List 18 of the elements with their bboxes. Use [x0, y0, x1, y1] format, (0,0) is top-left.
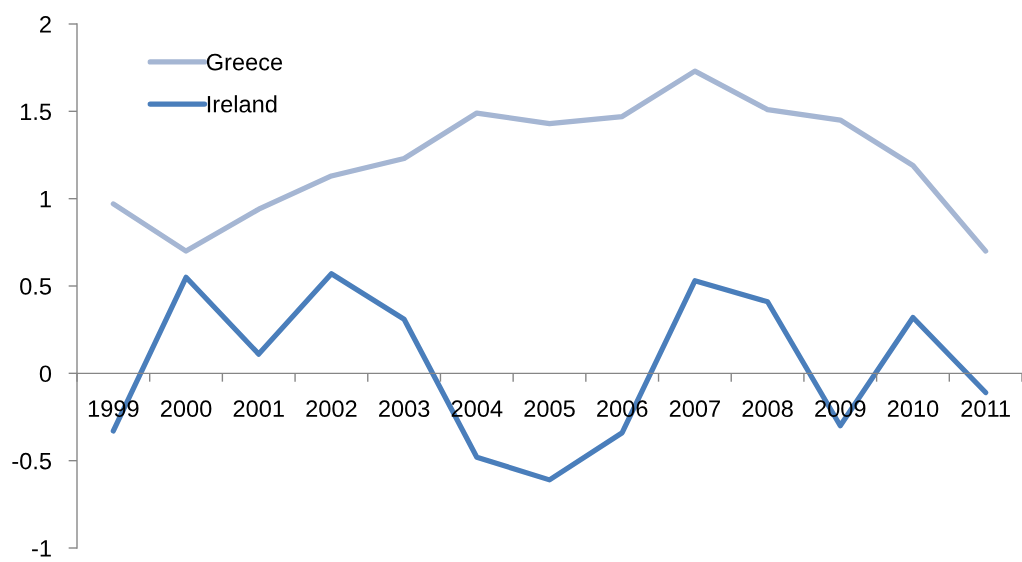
x-tick-label: 2007: [669, 400, 720, 418]
x-tick-label: 2002: [306, 400, 357, 418]
x-tick-label: 2005: [524, 400, 575, 418]
x-tick-label: 2011: [961, 400, 1010, 418]
x-tick-label: 2003: [379, 400, 430, 418]
y-tick-label: -0.5: [12, 452, 52, 470]
x-tick-label: 2010: [887, 400, 939, 418]
x-tick-label: 2008: [742, 400, 793, 418]
y-tick-label: 1.5: [20, 103, 52, 121]
y-tick-label: 2: [40, 16, 51, 33]
legend-label: Greece: [206, 53, 283, 71]
x-tick-label: 2001: [233, 400, 284, 418]
y-tick-label: 0.5: [20, 278, 52, 295]
legend-label: Ireland: [207, 95, 277, 113]
x-tick-label: 2000: [160, 400, 212, 418]
y-tick-label: 0: [39, 365, 52, 383]
y-tick-label: 1: [40, 190, 51, 208]
y-tick-label: -1: [32, 540, 51, 557]
